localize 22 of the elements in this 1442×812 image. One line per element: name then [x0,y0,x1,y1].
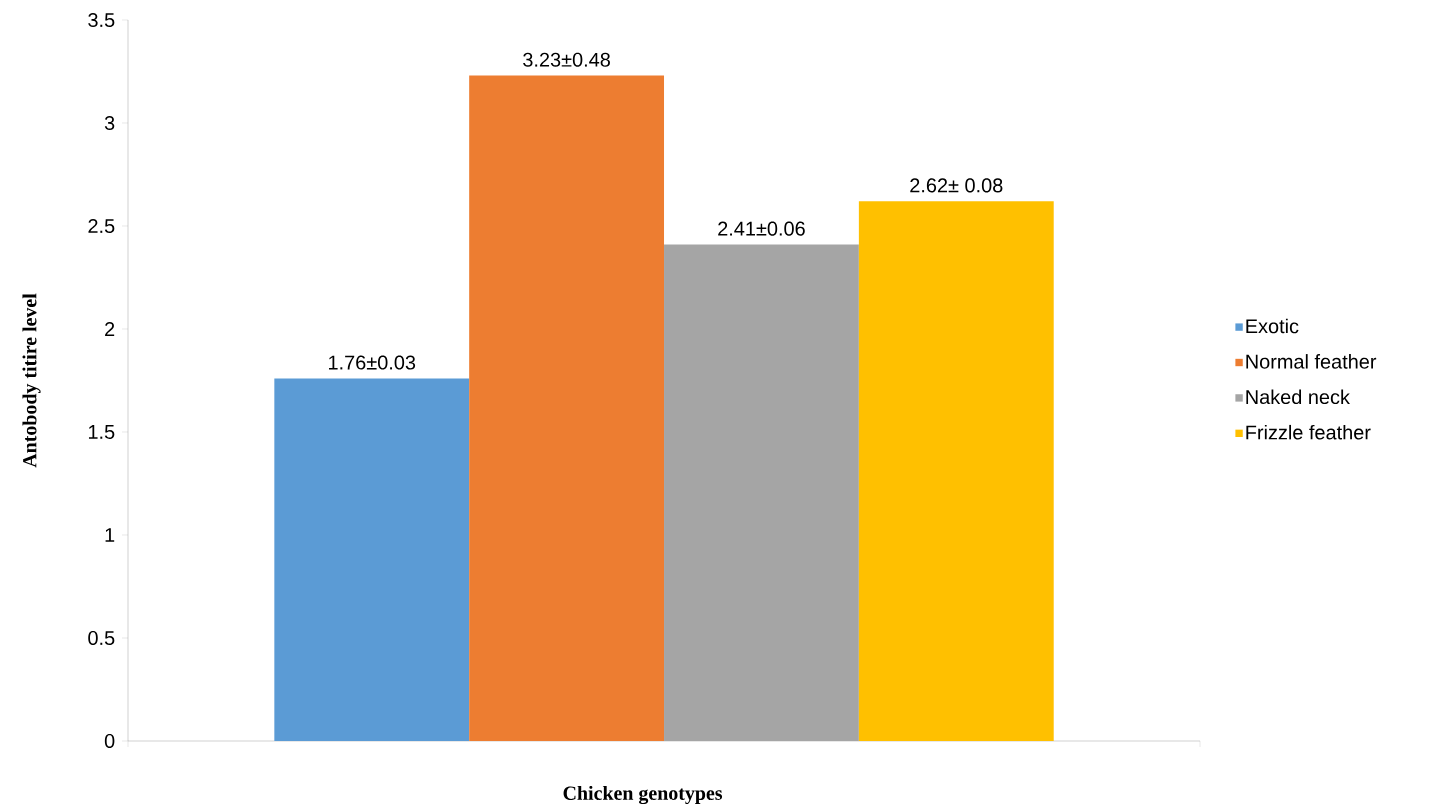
bar [664,244,859,741]
legend-label: Normal feather [1246,354,1377,369]
data-label: 3.23±0.48 [523,52,610,67]
y-tick-label: 3 [104,115,115,131]
legend-label: Exotic [1246,318,1299,334]
y-tick-label: 2.5 [88,218,115,234]
bar [274,378,470,741]
legend-label: Naked neck [1246,389,1350,405]
data-label: 2.41±0.06 [718,221,805,236]
x-axis-title: Chicken genotypes [563,785,723,805]
y-tick-label: 2 [105,322,115,336]
y-tick-label: 1 [105,528,115,542]
y-tick-label: 0 [104,733,115,749]
bar [469,75,665,741]
y-tick-label: 3.5 [88,12,115,28]
y-tick-label: 0.5 [88,630,115,646]
y-axis-title: Antobody titire level [22,293,41,468]
data-label: 2.62± 0.08 [910,178,1003,193]
data-label: 1.76±0.03 [329,355,416,370]
legend-label: Frizzle feather [1246,424,1371,440]
bar [858,201,1054,741]
y-tick-label: 1.5 [88,425,115,439]
